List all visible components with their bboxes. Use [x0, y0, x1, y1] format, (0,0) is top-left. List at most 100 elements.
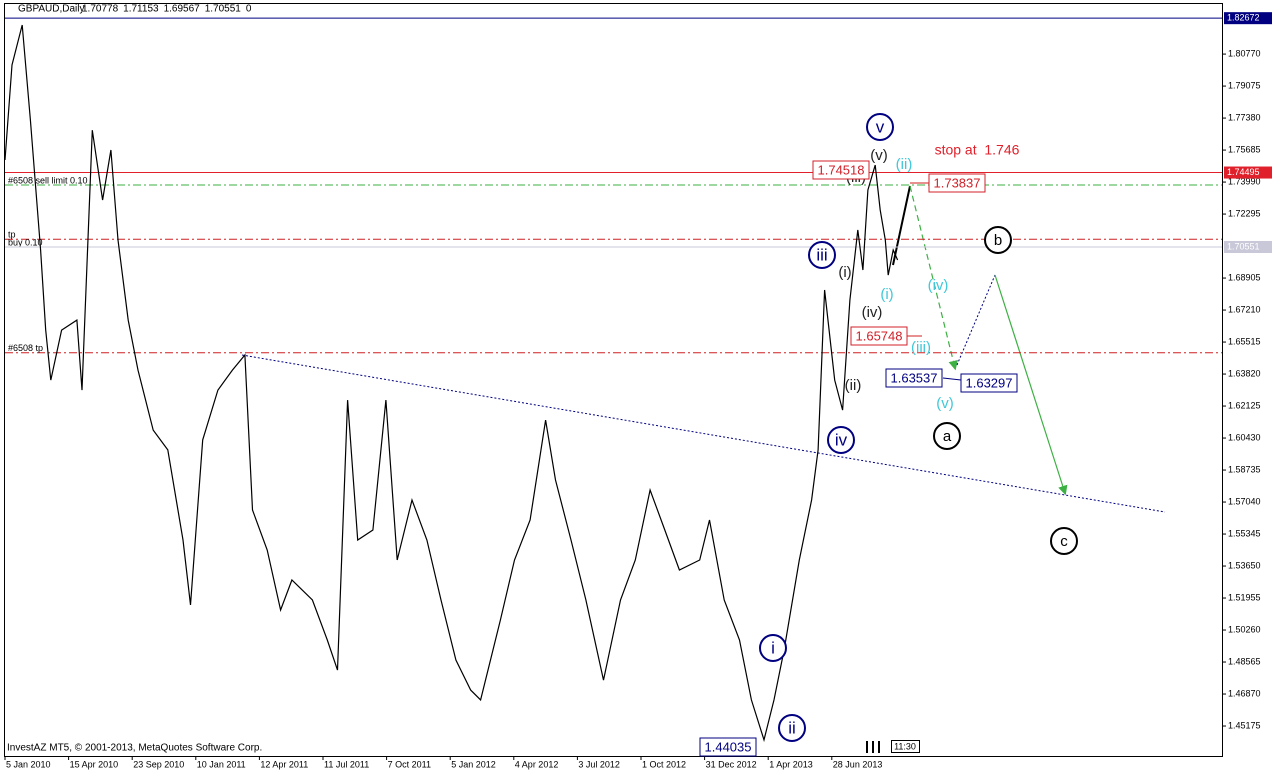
stop-note: stop at 1.746	[935, 142, 1020, 158]
wave-circle	[933, 422, 961, 450]
wave-label: v	[876, 117, 885, 136]
y-tick-label: 1.55345	[1228, 528, 1261, 538]
y-tick-label: 1.80770	[1228, 48, 1261, 58]
connector	[942, 377, 962, 381]
wave-label: ii	[788, 718, 796, 737]
level-tag-label: 1.74495	[1227, 167, 1260, 177]
wave-label: (iv)	[928, 277, 949, 294]
x-tick-label: 23 Sep 2010	[133, 759, 184, 769]
x-tick-label: 28 Jun 2013	[833, 759, 883, 769]
trend-line	[241, 354, 1166, 513]
y-tick-label: 1.72295	[1228, 208, 1261, 218]
y-tick-label: 1.68905	[1228, 272, 1261, 282]
x-tick-label: 1 Apr 2013	[769, 759, 813, 769]
projection-arrow	[994, 274, 1068, 496]
projection-lines	[241, 182, 1166, 753]
price-box-label: 1.44035	[705, 739, 752, 754]
y-tick-label: 1.45175	[1228, 720, 1261, 730]
y-tick-label: 1.67210	[1228, 304, 1261, 314]
x-tick-label: 10 Jan 2011	[197, 759, 246, 769]
wave-label: iii	[816, 245, 827, 264]
price-box-label: 1.74518	[818, 162, 865, 177]
y-tick-label: 1.57040	[1228, 496, 1261, 506]
projection	[956, 274, 996, 366]
level-tag-label: 1.70551	[1227, 241, 1260, 251]
wave-label: (i)	[838, 264, 851, 281]
marker	[866, 741, 868, 753]
x-tick-label: 3 Jul 2012	[578, 759, 620, 769]
x-tick-label: 12 Apr 2011	[260, 759, 308, 769]
wave-circle	[984, 226, 1012, 254]
wave-circle	[827, 426, 855, 454]
x-tick-label: 7 Oct 2011	[388, 759, 431, 769]
y-tick-label: 1.79075	[1228, 80, 1261, 90]
wave-circle	[866, 113, 894, 141]
ohlc-value: 1.69567	[164, 4, 201, 15]
wave-circle	[1050, 527, 1078, 555]
x-tick-label: 31 Dec 2012	[706, 759, 757, 769]
y-tick-label: 1.63820	[1228, 368, 1261, 378]
wave-label: (i)	[880, 286, 893, 303]
y-tick-label: 1.53650	[1228, 560, 1261, 570]
projection	[892, 185, 911, 266]
ohlc-value: 0	[246, 4, 252, 15]
y-tick-label: 1.77380	[1228, 112, 1261, 122]
y-tick-label: 1.62125	[1228, 400, 1261, 410]
footer: InvestAZ MT5, © 2001-2013, MetaQuotes So…	[7, 743, 262, 754]
marker	[872, 741, 874, 753]
price-box	[960, 373, 1018, 393]
y-tick-label: 1.65515	[1228, 336, 1261, 346]
clock-box	[891, 740, 920, 753]
wave-label: (ii)	[896, 156, 913, 173]
price-box-label: 1.73837	[934, 175, 981, 190]
wave-circle	[778, 714, 806, 742]
level-text: #6508 tp	[8, 343, 43, 353]
price-box	[812, 160, 870, 180]
y-tick-label: 1.48565	[1228, 656, 1261, 666]
wave-label: (v)	[936, 395, 954, 412]
level-tag	[1224, 166, 1272, 179]
plot-frame	[4, 3, 1223, 757]
price-box-label: 1.65748	[856, 328, 903, 343]
wave-label: a	[943, 428, 952, 445]
level-text: buy 0.10	[8, 238, 43, 248]
price-box	[885, 368, 943, 388]
wave-label: c	[1060, 533, 1068, 550]
price-box-label: 1.63297	[966, 375, 1013, 390]
y-tick-label: 1.51955	[1228, 592, 1261, 602]
price-box	[928, 173, 986, 193]
x-tick-label: 4 Apr 2012	[515, 759, 559, 769]
wave-label: b	[994, 232, 1002, 249]
wave-circle	[759, 634, 787, 662]
level-tag	[1224, 12, 1272, 25]
y-tick-label: 1.58735	[1228, 464, 1261, 474]
wave-circle	[808, 241, 836, 269]
level-tag	[1224, 240, 1272, 253]
x-tick-label: 5 Jan 2010	[6, 759, 51, 769]
price-box	[699, 737, 757, 757]
marker	[878, 741, 880, 753]
y-tick-label: 1.60430	[1228, 432, 1261, 442]
level-text: #6508 sell limit 0.10	[8, 175, 88, 185]
x-tick-label: 15 Apr 2010	[70, 759, 119, 769]
y-tick-label: 1.73990	[1228, 176, 1261, 186]
wave-label: (iv)	[862, 304, 883, 321]
wave-label: iv	[835, 430, 848, 449]
symbol: GBPAUD,Daily	[18, 4, 85, 15]
level-text: tp	[8, 230, 16, 240]
wave-label: (v)	[870, 147, 888, 164]
projection-arrow	[909, 185, 958, 371]
wave-label: (ii)	[845, 377, 862, 394]
x-tick-label: 1 Oct 2012	[642, 759, 686, 769]
level-tag-label: 1.82672	[1227, 13, 1260, 23]
price-box	[850, 326, 908, 346]
price-box-label: 1.63537	[891, 370, 938, 385]
y-tick-label: 1.46870	[1228, 688, 1261, 698]
y-tick-label: 1.50260	[1228, 624, 1261, 634]
ohlc-value: 1.70551	[205, 4, 242, 15]
ohlc-value: 1.71153	[123, 4, 159, 15]
clock: 11:30	[894, 741, 916, 751]
x-tick-label: 11 Jul 2011	[324, 759, 369, 769]
wave-label: (iii)	[911, 339, 931, 356]
wave-label: i	[771, 638, 775, 657]
